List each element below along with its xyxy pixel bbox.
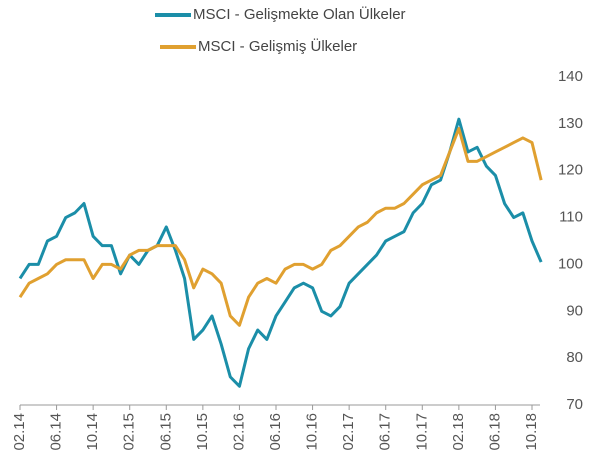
y-tick-label: 90 [566,302,583,319]
series-line [18,127,543,327]
x-tick-label: 10.17 [413,413,430,451]
x-tick-label: 06.16 [267,413,284,451]
legend-label: MSCI - Gelişmekte Olan Ülkeler [193,5,406,23]
y-tick-label: 100 [558,255,583,272]
y-tick-label: 120 [558,162,583,179]
x-tick-label: 02.14 [11,413,28,451]
x-tick-label: 06.18 [486,413,503,451]
plot-background [20,67,540,405]
x-tick-label: 02.18 [450,413,467,451]
series-line [18,117,543,388]
x-tick-label: 06.14 [48,413,65,451]
x-tick-label: 02.16 [230,413,247,451]
x-tick-label: 10.14 [84,413,101,451]
x-tick-label: 06.15 [157,413,174,451]
y-tick-label: 70 [566,396,583,413]
y-tick-label: 130 [558,115,583,132]
y-tick-label: 140 [558,68,583,85]
x-tick-label: 10.16 [304,413,321,451]
x-tick-label: 10.18 [523,413,540,451]
legend-label: MSCI - Gelişmiş Ülkeler [198,37,357,55]
x-tick-label: 10.15 [194,413,211,451]
x-tick-label: 02.17 [340,413,357,451]
x-tick-label: 02.15 [121,413,138,451]
y-tick-label: 80 [566,349,583,366]
y-tick-label: 110 [559,209,583,226]
x-tick-label: 06.17 [377,413,394,451]
